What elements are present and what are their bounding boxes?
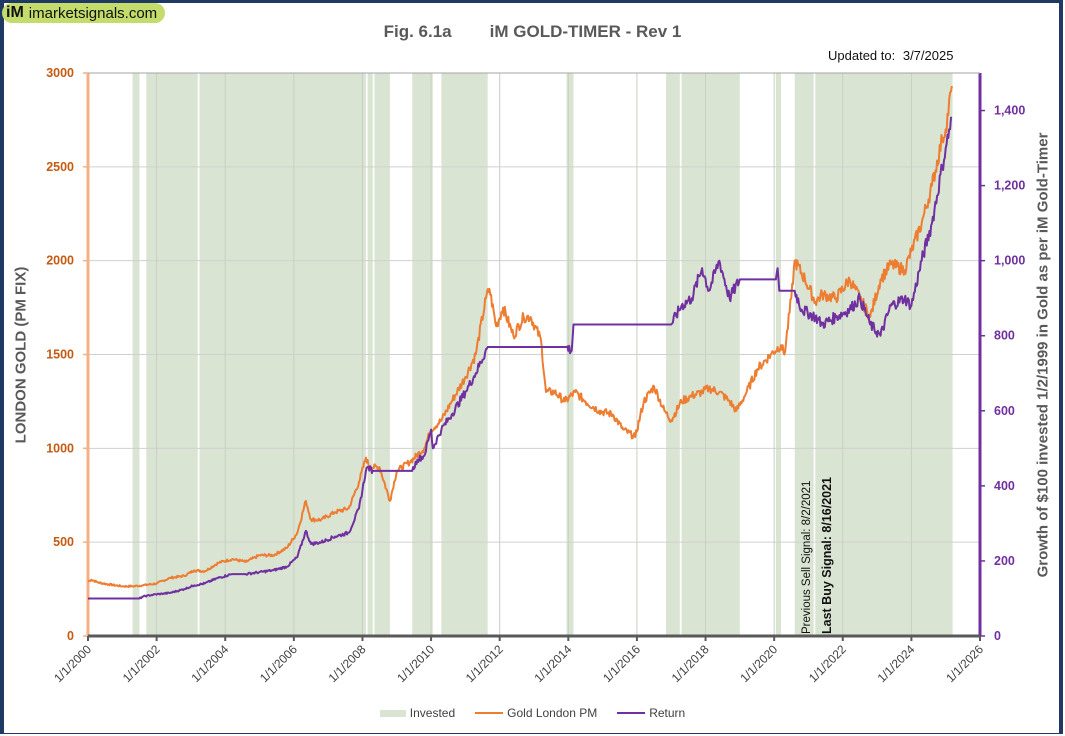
x-tick-label: 1/1/2024 <box>875 642 918 685</box>
gold-swatch <box>475 712 504 714</box>
right-tick-label: 200 <box>994 554 1015 568</box>
x-tick-label: 1/1/2004 <box>188 642 231 685</box>
legend-item-gold[interactable]: Gold London PM <box>475 706 597 720</box>
left-axis-title: LONDON GOLD (PM FIX) <box>12 266 30 444</box>
im-logo-mark: iM <box>6 4 24 21</box>
left-tick-label: 1000 <box>46 441 74 455</box>
return-line <box>88 116 953 600</box>
x-tick-label: 1/1/2012 <box>463 642 506 685</box>
legend-label: Return <box>649 706 686 720</box>
left-tick-label: 1500 <box>46 348 74 362</box>
legend: Invested Gold London PM Return <box>0 706 1065 720</box>
site-logo[interactable]: iM imarketsignals.com <box>2 3 166 23</box>
figure-title: iM GOLD-TIMER - Rev 1 <box>489 22 682 41</box>
last-buy-signal-label: Last Buy Signal: 8/16/2021 <box>820 477 834 634</box>
x-tick-label: 1/1/2018 <box>669 642 712 685</box>
left-tick-label: 500 <box>53 535 74 549</box>
gold-line <box>87 85 953 588</box>
x-tick-label: 1/1/2020 <box>737 642 780 685</box>
right-axis-title: Growth of $100 invested 1/2/1999 in Gold… <box>1034 132 1052 578</box>
right-tick-label: 400 <box>994 479 1015 493</box>
x-tick-label: 1/1/2002 <box>120 642 163 685</box>
axes <box>83 72 985 641</box>
right-tick-label: 600 <box>994 404 1015 418</box>
right-tick-label: 1,000 <box>994 254 1025 268</box>
series-lines <box>87 85 953 600</box>
x-tick-label: 1/1/2008 <box>326 642 369 685</box>
legend-item-return[interactable]: Return <box>617 706 685 720</box>
logo-text: imarketsignals.com <box>28 4 158 22</box>
legend-item-invested[interactable]: Invested <box>379 706 456 720</box>
prev-sell-signal-label: Previous Sell Signal: 8/2/2021 <box>801 481 813 634</box>
x-tick-label: 1/1/2006 <box>257 642 300 685</box>
x-tick-label: 1/1/2010 <box>394 642 437 685</box>
right-tick-label: 1,200 <box>994 179 1025 193</box>
chart-title: Fig. 6.1a iM GOLD-TIMER - Rev 1 <box>0 22 1065 42</box>
left-tick-label: 2500 <box>46 160 74 174</box>
right-tick-label: 0 <box>994 629 1001 643</box>
updated-label: Updated to: <box>828 48 896 63</box>
right-tick-label: 800 <box>994 329 1015 343</box>
invested-swatch <box>379 709 406 717</box>
x-tick-label: 1/1/2026 <box>943 642 986 685</box>
left-tick-label: 0 <box>67 629 74 643</box>
right-tick-label: 1,400 <box>994 104 1025 118</box>
figure-label: Fig. 6.1a <box>383 22 452 41</box>
legend-label: Gold London PM <box>507 706 598 720</box>
x-tick-label: 1/1/2014 <box>531 642 574 685</box>
legend-label: Invested <box>409 706 456 720</box>
return-swatch <box>617 712 646 714</box>
left-tick-label: 3000 <box>46 66 74 80</box>
x-tick-label: 1/1/2000 <box>51 642 94 685</box>
x-tick-label: 1/1/2022 <box>806 642 849 685</box>
updated-date: 3/7/2025 <box>902 48 954 63</box>
updated-info: Updated to: 3/7/2025 <box>828 48 953 63</box>
left-tick-label: 2000 <box>46 254 74 268</box>
x-tick-label: 1/1/2016 <box>600 642 643 685</box>
